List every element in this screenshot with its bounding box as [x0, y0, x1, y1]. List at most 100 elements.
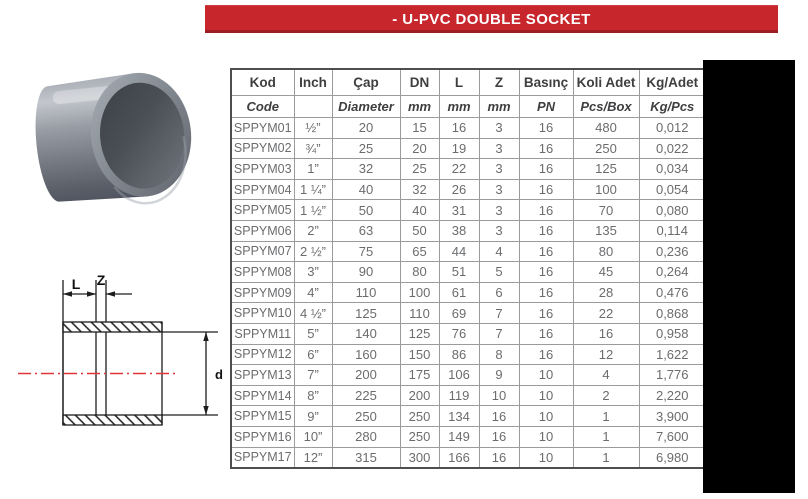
spec-table: Kod Inch Çap DN L Z Basınç Koli Adet Kg/Adet Cod…	[230, 68, 707, 470]
pvc-socket-image	[35, 72, 192, 205]
table-cell: 0,054	[638, 178, 707, 201]
product-photo	[15, 36, 205, 208]
table-cell: 16	[518, 322, 574, 345]
column-header-0: Kod	[230, 68, 295, 96]
table-cell: 40	[399, 199, 440, 221]
table-cell: 3,900	[638, 405, 707, 427]
table-cell: 65	[399, 240, 440, 263]
table-cell: 110	[399, 302, 440, 324]
table-row: SPPYM05 1 ½” 50 40 31 3 16 70 0,080	[230, 199, 707, 221]
table-cell: 160	[331, 343, 401, 366]
table-cell: 16	[518, 178, 574, 201]
table-cell: 110	[331, 281, 401, 304]
table-cell: 50	[331, 199, 401, 221]
table-cell: 4”	[293, 281, 333, 304]
table-cell: 16	[518, 261, 574, 283]
table-cell: 5”	[293, 322, 333, 345]
table-cell: 16	[518, 137, 574, 160]
table-cell: 16	[518, 219, 574, 242]
table-cell: 1”	[293, 158, 333, 180]
table-cell: 3	[478, 178, 520, 201]
table-cell: 7	[478, 302, 520, 324]
column-subheader-5: mm	[478, 95, 520, 118]
table-cell: 16	[478, 446, 520, 469]
table-cell: 1,776	[638, 364, 707, 386]
table-cell: 16	[478, 405, 520, 427]
table-cell: 134	[438, 405, 480, 427]
table-cell: 2 ½”	[293, 240, 333, 263]
table-cell: 22	[438, 158, 480, 180]
table-cell: 200	[331, 364, 401, 386]
table-cell: 140	[331, 322, 401, 345]
column-subheader-1	[293, 95, 333, 118]
table-row: SPPYM10 4 ½” 125 110 69 7 16 22 0,868	[230, 302, 707, 324]
table-row: SPPYM14 8” 225 200 119 10 10 2 2,220	[230, 384, 707, 407]
table-cell: 61	[438, 281, 480, 304]
table-cell: 38	[438, 219, 480, 242]
table-cell: 2,220	[638, 384, 707, 407]
table-cell: 150	[399, 343, 440, 366]
table-cell: 125	[399, 322, 440, 345]
table-cell: 12	[572, 343, 640, 366]
dim-label-z: Z	[97, 272, 106, 288]
table-cell: SPPYM05	[230, 199, 295, 221]
table-header-row-bottom: Code Diameter mm mm mm PN Pcs/Box Kg/Pcs	[230, 95, 707, 118]
table-cell: 480	[572, 117, 640, 139]
table-cell: 0,034	[638, 158, 707, 180]
table-cell: 51	[438, 261, 480, 283]
table-cell: 28	[572, 281, 640, 304]
table-cell: 25	[399, 158, 440, 180]
table-cell: 16	[518, 281, 574, 304]
table-cell: 1,622	[638, 343, 707, 366]
column-header-2: Çap	[331, 68, 401, 96]
table-cell: 0,236	[638, 240, 707, 263]
table-row: SPPYM08 3” 90 80 51 5 16 45 0,264	[230, 261, 707, 283]
dimension-drawing: L Z d	[18, 272, 223, 426]
table-cell: 9	[478, 364, 520, 386]
table-cell: 3	[478, 158, 520, 180]
dimension-diagram: L Z d	[10, 272, 232, 444]
table-cell: ½”	[293, 117, 333, 139]
table-cell: 200	[399, 384, 440, 407]
table-cell: 0,022	[638, 137, 707, 160]
table-row: SPPYM02 ¾” 25 20 19 3 16 250 0,022	[230, 137, 707, 160]
table-row: SPPYM04 1 ¼” 40 32 26 3 16 100 0,054	[230, 178, 707, 201]
table-cell: SPPYM12	[230, 343, 295, 366]
column-header-5: Z	[478, 68, 520, 96]
column-subheader-8: Kg/Pcs	[638, 95, 707, 118]
table-row: SPPYM06 2” 63 50 38 3 16 135 0,114	[230, 219, 707, 242]
table-cell: 149	[438, 425, 480, 448]
table-cell: 0,958	[638, 322, 707, 345]
table-cell: 2”	[293, 219, 333, 242]
table-cell: 0,012	[638, 117, 707, 139]
table-cell: 135	[572, 219, 640, 242]
table-cell: 1	[572, 446, 640, 469]
table-cell: 4	[478, 240, 520, 263]
table-cell: 250	[399, 425, 440, 448]
table-cell: 106	[438, 364, 480, 386]
table-cell: 20	[331, 117, 401, 139]
column-header-6: Basınç	[518, 68, 574, 96]
table-cell: 10	[518, 364, 574, 386]
table-cell: 10	[518, 405, 574, 427]
table-cell: 10	[518, 446, 574, 469]
table-row: SPPYM03 1” 32 25 22 3 16 125 0,034	[230, 158, 707, 180]
table-cell: 15	[399, 117, 440, 139]
table-cell: 16	[518, 302, 574, 324]
table-cell: 166	[438, 446, 480, 469]
table-cell: 3	[478, 199, 520, 221]
table-cell: ¾”	[293, 137, 333, 160]
table-cell: 31	[438, 199, 480, 221]
column-subheader-6: PN	[518, 95, 574, 118]
table-cell: SPPYM01	[230, 117, 295, 139]
table-cell: 175	[399, 364, 440, 386]
column-subheader-0: Code	[230, 95, 295, 118]
table-cell: 1 ¼”	[293, 178, 333, 201]
table-cell: 16	[518, 158, 574, 180]
table-cell: 32	[399, 178, 440, 201]
table-cell: SPPYM14	[230, 384, 295, 407]
table-row: SPPYM15 9” 250 250 134 16 10 1 3,900	[230, 405, 707, 427]
table-cell: 1	[572, 405, 640, 427]
table-cell: 16	[518, 343, 574, 366]
